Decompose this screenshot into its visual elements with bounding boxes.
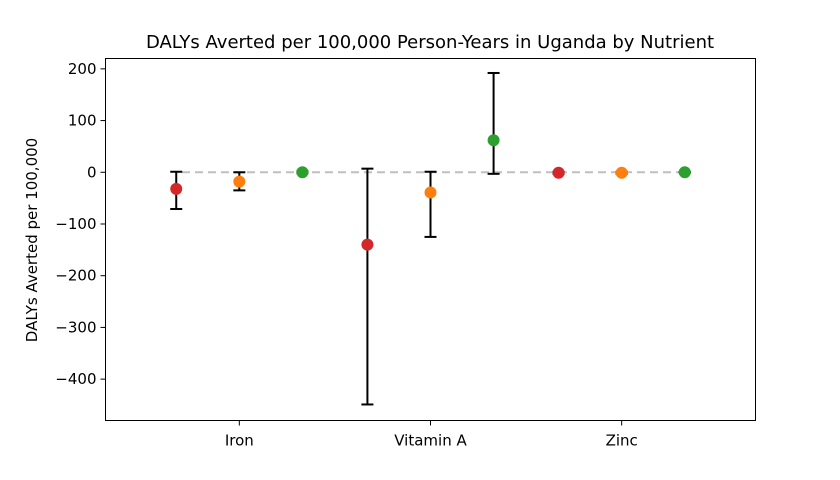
y-tick-label: −100 <box>55 215 96 233</box>
x-tick-label: Vitamin A <box>394 432 467 450</box>
plot-area <box>170 71 691 406</box>
y-tick-label: −300 <box>55 318 96 336</box>
data-point <box>487 134 500 147</box>
plot-frame <box>105 58 756 421</box>
data-point <box>615 166 628 179</box>
data-point <box>233 175 246 188</box>
data-point <box>424 186 437 199</box>
chart-title: DALYs Averted per 100,000 Person-Years i… <box>146 32 714 53</box>
y-tick-label: 0 <box>87 163 97 181</box>
data-point <box>296 166 309 179</box>
data-point <box>552 166 565 179</box>
data-point <box>170 182 183 195</box>
y-tick-label: −400 <box>55 370 96 388</box>
data-point <box>678 166 691 179</box>
data-point <box>361 238 374 251</box>
y-tick-label: −200 <box>55 267 96 285</box>
y-axis-label: DALYs Averted per 100,000 <box>23 138 41 342</box>
y-tick-label: 200 <box>68 60 97 78</box>
x-tick-label: Iron <box>225 432 254 450</box>
y-tick-label: 100 <box>68 112 97 130</box>
x-tick-label: Zinc <box>606 432 638 450</box>
